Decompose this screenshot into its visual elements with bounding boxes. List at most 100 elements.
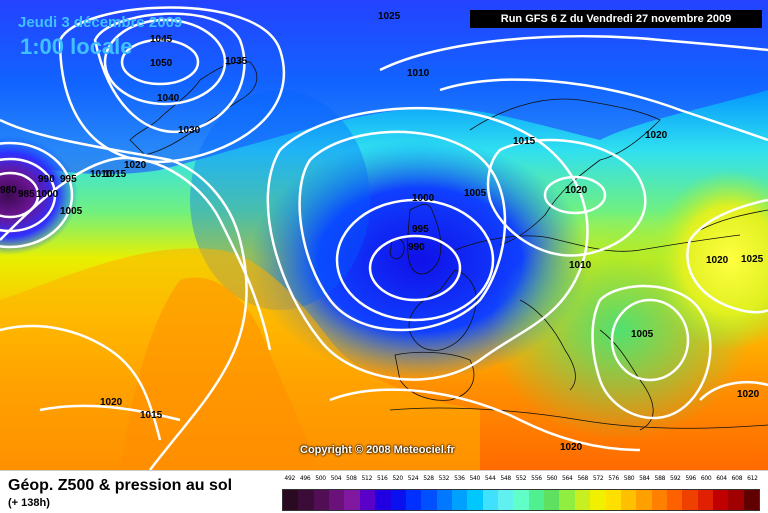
run-info-banner: Run GFS 6 Z du Vendredi 27 novembre 2009 <box>470 10 762 28</box>
scale-value: 544 <box>484 475 496 482</box>
scale-swatch <box>451 490 468 510</box>
weather-map: 1045 1050 1040 1035 1030 1025 1020 1015 … <box>0 0 768 470</box>
scale-swatch <box>513 490 529 510</box>
isobar-label: 1005 <box>464 188 487 199</box>
map-canvas: 1045 1050 1040 1035 1030 1025 1020 1015 … <box>0 0 768 470</box>
isobar-label: 1030 <box>178 125 201 136</box>
isobar-label: 1020 <box>645 130 668 141</box>
scale-swatch <box>559 490 575 510</box>
scale-value: 516 <box>376 475 388 482</box>
scale-value: 496 <box>299 475 311 482</box>
isobar-label: 1025 <box>378 11 401 22</box>
isobar-label: 1005 <box>631 329 654 340</box>
legend-subtitle: (+ 138h) <box>8 497 50 509</box>
scale-swatch <box>329 490 345 510</box>
color-scale-bar <box>282 489 760 511</box>
isobar-label: 1020 <box>100 397 123 408</box>
scale-value: 504 <box>330 475 342 482</box>
scale-value: 604 <box>716 475 727 482</box>
scale-value: 552 <box>515 475 527 482</box>
scale-swatch <box>359 490 376 510</box>
scale-swatch <box>421 490 437 510</box>
scale-value: 512 <box>361 475 373 482</box>
scale-value: 596 <box>685 475 696 482</box>
scale-swatch <box>436 490 452 510</box>
scale-swatch <box>590 490 606 510</box>
isobar-label: 995 <box>412 224 429 235</box>
scale-value: 520 <box>392 475 403 482</box>
scale-swatch <box>605 490 621 510</box>
isobar-label: 1000 <box>412 193 435 204</box>
scale-swatch <box>636 490 652 510</box>
isobar-label: 1040 <box>157 93 180 104</box>
scale-value: 608 <box>731 475 743 482</box>
scale-swatch <box>574 490 591 510</box>
scale-value: 540 <box>469 475 481 482</box>
east-high-region <box>650 170 768 350</box>
isobar-label: 1045 <box>150 34 173 45</box>
scale-swatch <box>498 490 514 510</box>
scale-swatch <box>482 490 499 510</box>
isobar-labels: 1045 1050 1040 1035 1030 1025 1020 1015 … <box>0 11 764 453</box>
scale-value: 572 <box>592 475 604 482</box>
scale-swatch <box>728 490 744 510</box>
scale-value: 568 <box>577 475 588 482</box>
scale-value: 580 <box>623 475 635 482</box>
scale-value: 532 <box>438 475 450 482</box>
isobar-label: 1020 <box>124 160 147 171</box>
scale-value: 536 <box>454 475 465 482</box>
isobar-label: 1015 <box>140 410 163 421</box>
scale-value: 548 <box>500 475 511 482</box>
scale-value: 560 <box>546 475 558 482</box>
isobar-label: 1035 <box>225 56 248 67</box>
scale-swatch <box>697 490 714 510</box>
isobar-label: 1000 <box>36 189 59 200</box>
scale-swatch <box>283 490 299 510</box>
scale-swatch <box>375 490 391 510</box>
isobar-label: 1015 <box>513 136 536 147</box>
scale-value: 600 <box>700 475 712 482</box>
scale-value: 576 <box>608 475 619 482</box>
isobar-label: 1020 <box>737 389 760 400</box>
scale-value: 592 <box>669 475 681 482</box>
isobar-label: 1050 <box>150 58 173 69</box>
isobar-label: 995 <box>60 174 77 185</box>
isobar-label: 1005 <box>60 206 83 217</box>
scale-value: 492 <box>284 475 295 482</box>
scale-swatch <box>344 490 360 510</box>
forecast-local-time: 1:00 locale <box>20 34 133 59</box>
scale-swatch <box>620 490 637 510</box>
scale-swatch <box>528 490 545 510</box>
isobar-label: 990 <box>408 242 425 253</box>
isobar-label: 1020 <box>706 255 729 266</box>
scale-swatch <box>651 490 667 510</box>
scale-swatch <box>390 490 406 510</box>
scale-swatch <box>467 490 483 510</box>
scale-value: 564 <box>562 475 573 482</box>
scale-value: 508 <box>346 475 357 482</box>
scale-value: 556 <box>531 475 542 482</box>
scale-swatch <box>313 490 330 510</box>
color-scale-labels: 492 496 500 504 508 512 516 520 524 528 532 536 540 5… <box>282 475 760 487</box>
scale-value: 588 <box>654 475 666 482</box>
scale-swatch <box>405 490 422 510</box>
isobar-label: 1015 <box>104 169 127 180</box>
scale-value: 528 <box>423 475 434 482</box>
legend-bar: Géop. Z500 & pression au sol (+ 138h) 49… <box>0 470 768 513</box>
scale-swatch <box>544 490 560 510</box>
isobar-label: 1010 <box>569 260 592 271</box>
copyright-notice: Copyright © 2008 Meteociel.fr <box>300 444 455 456</box>
scale-value: 612 <box>747 475 758 482</box>
isobar-label: 1010 <box>90 169 113 180</box>
legend-title: Géop. Z500 & pression au sol <box>8 477 233 494</box>
isobars <box>0 6 768 470</box>
isobar-label: 1020 <box>560 442 583 453</box>
scale-swatch <box>298 490 314 510</box>
isobar-label: 1025 <box>741 254 764 265</box>
isobar-label: 1010 <box>407 68 430 79</box>
scale-value: 524 <box>407 475 419 482</box>
scale-swatch <box>682 490 698 510</box>
isobar-label: 1020 <box>565 185 588 196</box>
scale-swatch <box>713 490 729 510</box>
